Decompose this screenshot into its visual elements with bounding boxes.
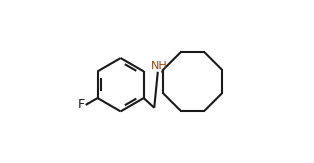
Text: NH: NH [151,61,168,71]
Text: F: F [78,98,85,111]
